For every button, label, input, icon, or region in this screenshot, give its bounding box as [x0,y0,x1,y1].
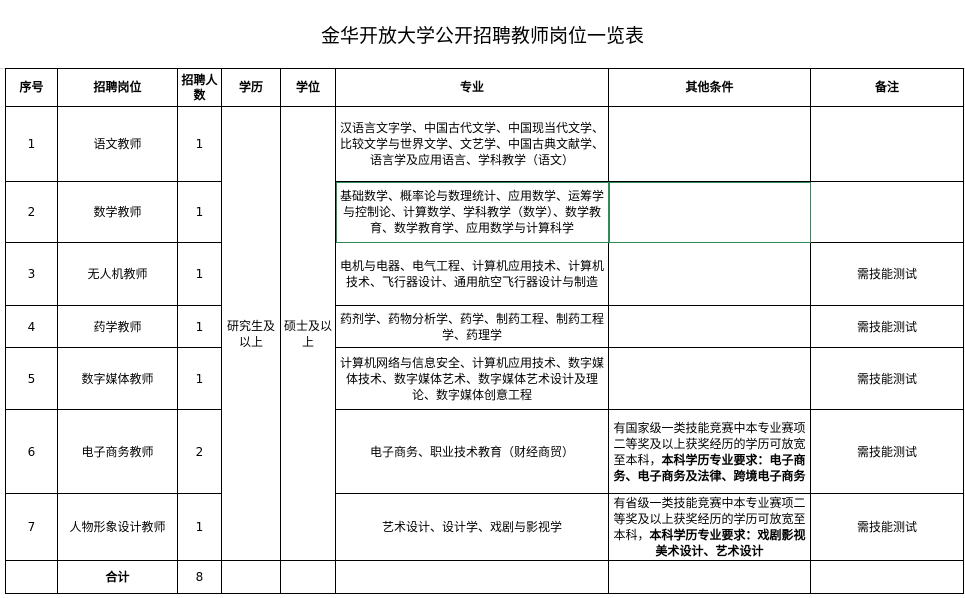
table-row: 5 数字媒体教师 1 计算机网络与信息安全、计算机应用技术、数字媒体技术、数字媒体艺术… [5,347,964,410]
row-no: 5 [5,347,58,410]
header-row: 序号 招聘岗位 招聘人数 学历 学位 专业 其他条件 备注 [5,68,964,107]
total-label: 合计 [57,560,178,594]
row-count: 1 [177,181,222,243]
header-post: 招聘岗位 [57,68,178,107]
recruitment-table: 序号 招聘岗位 招聘人数 学历 学位 专业 其他条件 备注 1 语文教师 1 研究生及… [5,68,964,594]
row-other [608,347,811,410]
other-bold-text: 本科学历专业要求：电子商务、电子商务及法律、跨境电子商务 [613,452,806,483]
row-no: 1 [5,106,58,182]
row-major: 艺术设计、设计学、戏剧与影视学 [335,493,609,561]
row-post: 语文教师 [57,106,178,182]
education-cell: 研究生及以上 [221,106,281,561]
row-post: 电子商务教师 [57,409,178,494]
row-note: 需技能测试 [810,409,964,494]
page-title: 金华开放大学公开招聘教师岗位一览表 [0,0,965,69]
row-no: 7 [5,493,58,561]
table-row: 4 药学教师 1 药剂学、药物分析学、药学、制药工程、制药工程学、药理学 需技能测试 [5,305,964,348]
row-no: 4 [5,305,58,348]
row-major: 汉语言文字学、中国古代文学、中国现当代文学、比较文学与世界文学、文艺学、中国古典… [335,106,609,182]
table-row: 6 电子商务教师 2 电子商务、职业技术教育（财经商贸） 有国家级一类技能竞赛中本专业赛… [5,409,964,494]
row-note: 需技能测试 [810,347,964,410]
row-major: 计算机网络与信息安全、计算机应用技术、数字媒体技术、数字媒体艺术、数字媒体艺术设… [335,347,609,410]
row-post: 药学教师 [57,305,178,348]
row-major: 基础数学、概率论与数理统计、应用数学、运筹学与控制论、计算数学、学科教学（数学）… [335,181,609,243]
row-note [810,106,964,182]
row-note: 需技能测试 [810,242,964,306]
header-note: 备注 [810,68,964,107]
row-count: 1 [177,347,222,410]
row-major: 电子商务、职业技术教育（财经商贸） [335,409,609,494]
row-count: 1 [177,242,222,306]
row-other [608,106,811,182]
table-row: 1 语文教师 1 研究生及以上 硕士及以上 汉语言文字学、中国古代文学、中国现当代文学、比… [5,106,964,561]
row-count: 1 [177,493,222,561]
other-bold-text: 本科学历专业要求：戏剧影视美术设计、艺术设计 [649,528,806,558]
row-count: 2 [177,409,222,494]
row-post: 人物形象设计教师 [57,493,178,561]
table-row: 7 人物形象设计教师 1 艺术设计、设计学、戏剧与影视学 有省级一类技能竞赛中本专业赛项… [5,493,964,561]
row-note: 需技能测试 [810,493,964,561]
row-post: 无人机教师 [57,242,178,306]
row-note: 需技能测试 [810,305,964,348]
row-other [608,242,811,306]
header-count: 招聘人数 [177,68,222,107]
row-no: 6 [5,409,58,494]
row-other: 有国家级一类技能竞赛中本专业赛项二等奖及以上获奖经历的学历可放宽至本科，本科学历… [608,409,811,494]
table-row: 2 数学教师 1 基础数学、概率论与数理统计、应用数学、运筹学与控制论、计算数学、学科… [5,181,964,243]
row-count: 1 [177,106,222,182]
header-other: 其他条件 [608,68,811,107]
total-row: 合计 8 [5,560,964,594]
header-major: 专业 [335,68,609,107]
row-no: 3 [5,242,58,306]
row-count: 1 [177,305,222,348]
degree-cell: 硕士及以上 [280,106,336,561]
other-text: 有国家级一类技能竞赛中本专业赛项二等奖及以上获奖经历的学历可放宽至本科， [613,420,806,467]
header-degree: 学位 [280,68,336,107]
other-text: 有省级一类技能竞赛中本专业赛项二等奖及以上获奖经历的学历可放宽至本科， [613,496,806,542]
row-other [608,305,811,348]
row-major: 电机与电器、电气工程、计算机应用技术、计算机技术、飞行器设计、通用航空飞行器设计… [335,242,609,306]
header-no: 序号 [5,68,58,107]
row-major: 药剂学、药物分析学、药学、制药工程、制药工程学、药理学 [335,305,609,348]
row-note [810,181,964,243]
row-post: 数学教师 [57,181,178,243]
row-no: 2 [5,181,58,243]
header-education: 学历 [221,68,281,107]
row-other [608,181,811,243]
row-post: 数字媒体教师 [57,347,178,410]
total-count: 8 [177,560,222,594]
table-row: 3 无人机教师 1 电机与电器、电气工程、计算机应用技术、计算机技术、飞行器设计、通用… [5,242,964,306]
row-other: 有省级一类技能竞赛中本专业赛项二等奖及以上获奖经历的学历可放宽至本科，本科学历专… [608,493,811,561]
